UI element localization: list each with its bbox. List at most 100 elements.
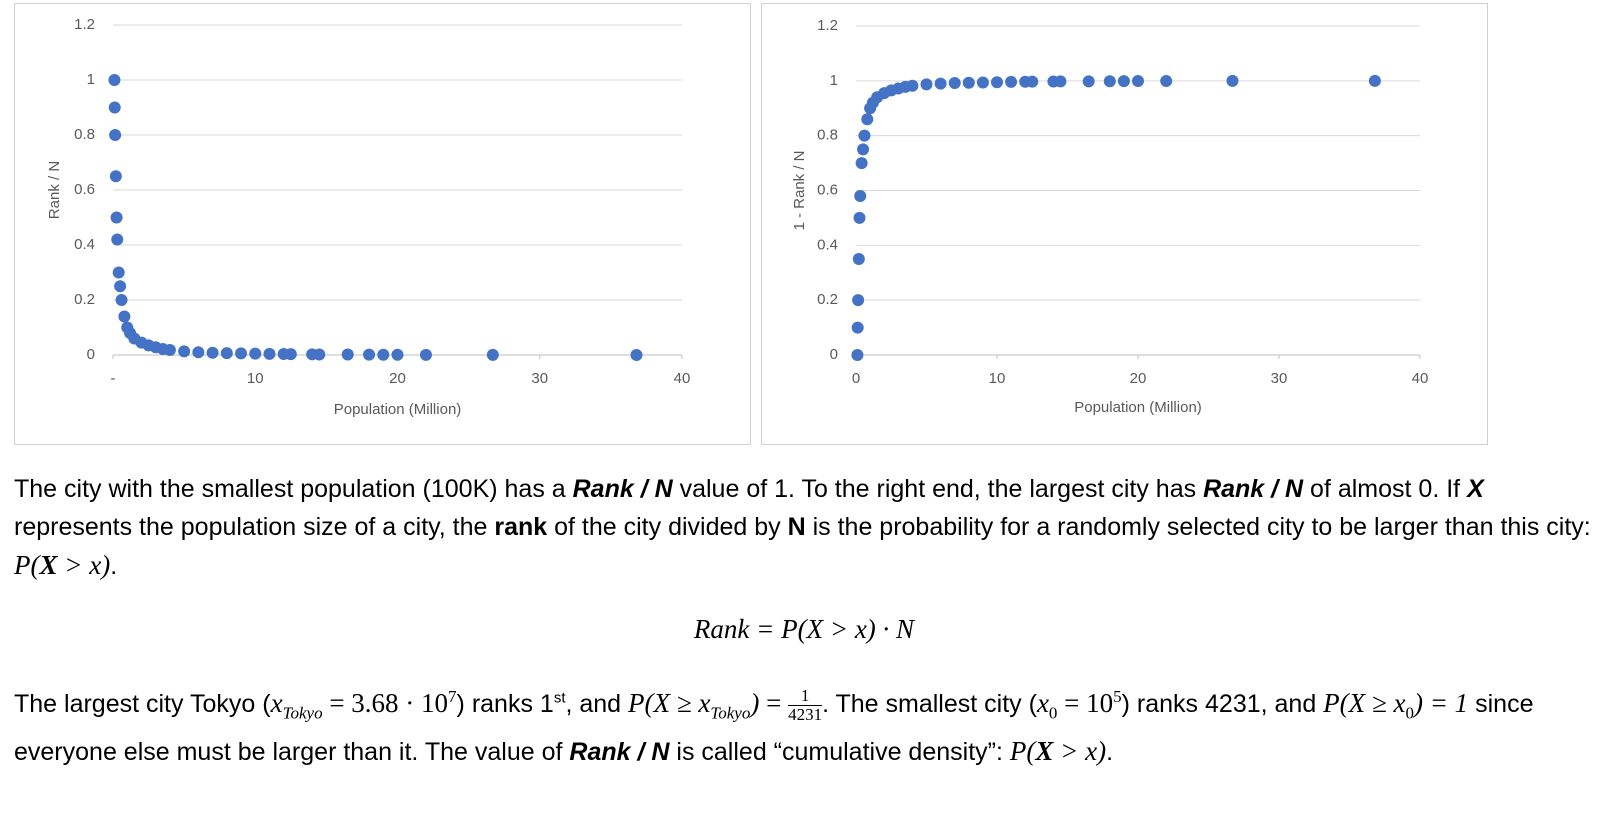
x-tick-label: 30: [1271, 370, 1288, 387]
point: [852, 253, 865, 266]
x-axis-title: Population (Million): [1074, 399, 1202, 416]
point: [114, 280, 127, 293]
point: [1026, 75, 1039, 88]
point: [313, 348, 326, 361]
y-tick-label: 0.6: [74, 181, 95, 198]
equation: Rank = P(X > x) · N: [14, 610, 1594, 649]
point: [111, 233, 124, 246]
text: of the city divided by: [547, 513, 788, 541]
point: [962, 76, 975, 89]
point: [854, 189, 867, 202]
math-sup: 7: [448, 687, 457, 706]
x-tick-label: 40: [1412, 370, 1429, 387]
point: [1368, 74, 1381, 87]
text: of almost 0. If: [1303, 475, 1468, 503]
text: .: [110, 552, 118, 580]
text-sup: st: [553, 689, 566, 707]
text: Rank / N: [572, 475, 673, 503]
text: is the probability for a randomly select…: [805, 513, 1591, 541]
text: . The smallest city (: [822, 690, 1037, 718]
math: = 3.68 · 10: [322, 688, 449, 718]
x-tick-label: 20: [1130, 370, 1147, 387]
y-tick-label: 0.2: [74, 291, 95, 308]
point: [284, 348, 297, 361]
math: P(X ≥ x: [628, 688, 711, 718]
y-tick-label: 0.2: [817, 291, 838, 308]
x-axis-title: Population (Million): [334, 401, 462, 418]
paragraph: The city with the smallest population (1…: [14, 470, 1594, 585]
point: [853, 211, 866, 224]
text: represents the population size of a city…: [14, 513, 495, 541]
point: [391, 348, 404, 361]
text: value of 1. To the right end, the larges…: [672, 475, 1204, 503]
y-tick-label: 1.2: [817, 17, 838, 34]
point: [858, 129, 871, 142]
point: [110, 211, 123, 224]
text: The largest city Tokyo (: [14, 690, 271, 718]
point: [861, 113, 874, 126]
text: N: [787, 513, 806, 541]
math: x: [270, 688, 283, 718]
point: [220, 347, 233, 360]
math-sub: 0: [1048, 703, 1058, 723]
y-axis-title: 1 - Rank / N: [791, 150, 808, 230]
point: [1005, 75, 1018, 88]
text: Rank / N: [1203, 475, 1304, 503]
x-tick-label: 30: [531, 370, 548, 387]
chart-frame: [14, 3, 751, 445]
text: .: [1106, 738, 1114, 767]
point: [419, 348, 432, 361]
point: [363, 348, 376, 361]
math: P(X ≥ x: [1323, 688, 1406, 718]
point: [920, 78, 933, 91]
math-sub: Tokyo: [282, 703, 323, 723]
point: [857, 143, 870, 156]
point: [1117, 75, 1130, 88]
text: The city with the smallest population (1…: [14, 475, 573, 503]
fraction: 1 4231: [788, 685, 823, 724]
point: [235, 347, 248, 360]
point: [991, 76, 1003, 89]
y-tick-label: 0.8: [817, 127, 838, 144]
y-tick-label: 1: [830, 72, 838, 89]
text: , and: [565, 690, 629, 718]
point: [852, 294, 865, 307]
point: [118, 310, 131, 323]
point: [108, 101, 121, 114]
math: xTokyo = 3.68 · 107: [270, 687, 457, 722]
math: X: [39, 550, 58, 580]
point: [934, 77, 947, 90]
point: [341, 348, 354, 361]
y-tick-label: 0.4: [817, 236, 838, 253]
point: [1082, 75, 1095, 88]
point: [109, 170, 122, 183]
y-tick-label: 0: [830, 346, 838, 363]
math: =: [759, 688, 789, 718]
math: > x): [57, 550, 111, 580]
point: [108, 74, 121, 86]
point: [1054, 75, 1067, 88]
point: [1132, 75, 1144, 88]
text: rank: [494, 513, 548, 541]
point: [630, 348, 643, 361]
math: P(X ≥ xTokyo) =: [628, 688, 789, 722]
text: ) ranks 1: [456, 690, 554, 718]
text: since everyone else must be larger than …: [14, 690, 1534, 767]
point: [112, 266, 125, 279]
math-sub: Tokyo: [710, 703, 751, 723]
math-sub: 0: [1405, 703, 1414, 723]
y-tick-label: 1: [87, 71, 95, 88]
x-tick-label: 0: [852, 370, 860, 387]
y-tick-label: 0: [87, 346, 95, 363]
math: > x): [1053, 736, 1107, 767]
y-tick-label: 0.8: [74, 126, 95, 143]
point: [1103, 75, 1116, 88]
paragraph: The largest city Tokyo (xTokyo = 3.68 · …: [14, 678, 1594, 771]
point: [486, 348, 499, 361]
numerator: 1: [800, 685, 810, 705]
point: [263, 347, 276, 360]
math: x0 = 105: [1037, 687, 1122, 722]
point: [115, 294, 128, 306]
x-tick-label: 20: [389, 370, 406, 387]
